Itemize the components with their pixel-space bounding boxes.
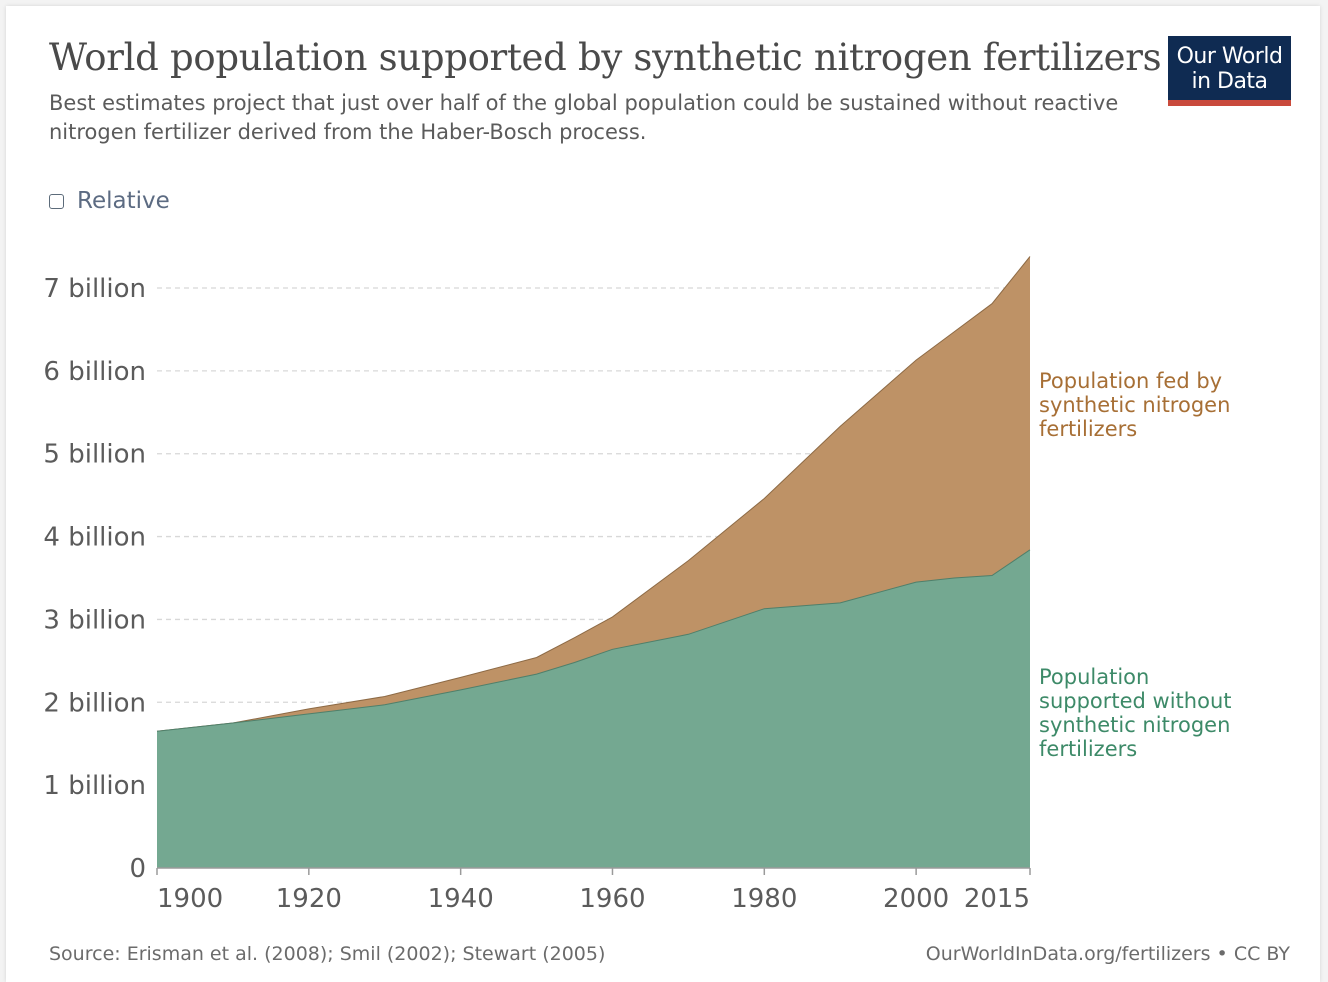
y-tick-label: 0 <box>129 854 146 884</box>
chart-card: World population supported by synthetic … <box>6 6 1320 982</box>
series-label-with-fertilizer: fertilizers <box>1039 417 1137 441</box>
owid-link[interactable]: OurWorldInData.org/fertilizers <box>925 943 1211 965</box>
area-without-fertilizer <box>157 549 1030 868</box>
relative-toggle[interactable]: Relative <box>49 188 170 214</box>
x-tick-label: 2015 <box>964 884 1030 914</box>
x-tick-label: 1940 <box>428 884 494 914</box>
x-tick-label: 1900 <box>157 884 223 914</box>
x-tick-label: 1920 <box>276 884 342 914</box>
relative-checkbox[interactable] <box>49 193 64 209</box>
line-without-fertilizer <box>156 549 1031 732</box>
credit-line: OurWorldInData.org/fertilizers • CC BY <box>926 943 1290 965</box>
x-tick-label: 2000 <box>883 884 949 914</box>
line-with-fertilizer <box>156 256 1031 732</box>
relative-label: Relative <box>77 188 170 214</box>
y-tick-label: 1 billion <box>43 771 146 801</box>
logo-accent-bar <box>1168 100 1291 106</box>
logo-line-2: in Data <box>1191 69 1268 94</box>
area-chart: 0 1 billion 2 billion 3 billion 4 billion 5 b… <box>43 256 1232 914</box>
chart-title: World population supported by synthetic … <box>49 36 1162 79</box>
y-tick-label: 3 billion <box>43 605 146 635</box>
credit-separator: • <box>1210 943 1234 965</box>
logo-line-1: Our World <box>1176 44 1283 69</box>
y-tick-label: 5 billion <box>43 440 146 470</box>
series-label-without-fertilizer: Population <box>1039 665 1149 689</box>
x-tick-label: 1960 <box>579 884 645 914</box>
series-label-with-fertilizer: synthetic nitrogen <box>1039 393 1230 417</box>
series-label-without-fertilizer: synthetic nitrogen <box>1039 713 1230 737</box>
series-label-without-fertilizer: supported without <box>1039 689 1232 713</box>
series-label-with-fertilizer: Population fed by <box>1039 369 1222 393</box>
series-label-without-fertilizer: fertilizers <box>1039 737 1137 761</box>
y-tick-label: 2 billion <box>43 688 146 718</box>
y-tick-label: 4 billion <box>43 523 146 553</box>
source-note: Source: Erisman et al. (2008); Smil (200… <box>49 943 606 965</box>
y-tick-label: 7 billion <box>43 274 146 304</box>
chart-subtitle: Best estimates project that just over ha… <box>49 91 1119 144</box>
area-with-fertilizer <box>157 256 1030 732</box>
license-label: CC BY <box>1233 943 1290 965</box>
y-tick-label: 6 billion <box>43 357 146 387</box>
x-tick-label: 1980 <box>731 884 797 914</box>
owid-logo[interactable]: Our World in Data <box>1168 36 1291 106</box>
